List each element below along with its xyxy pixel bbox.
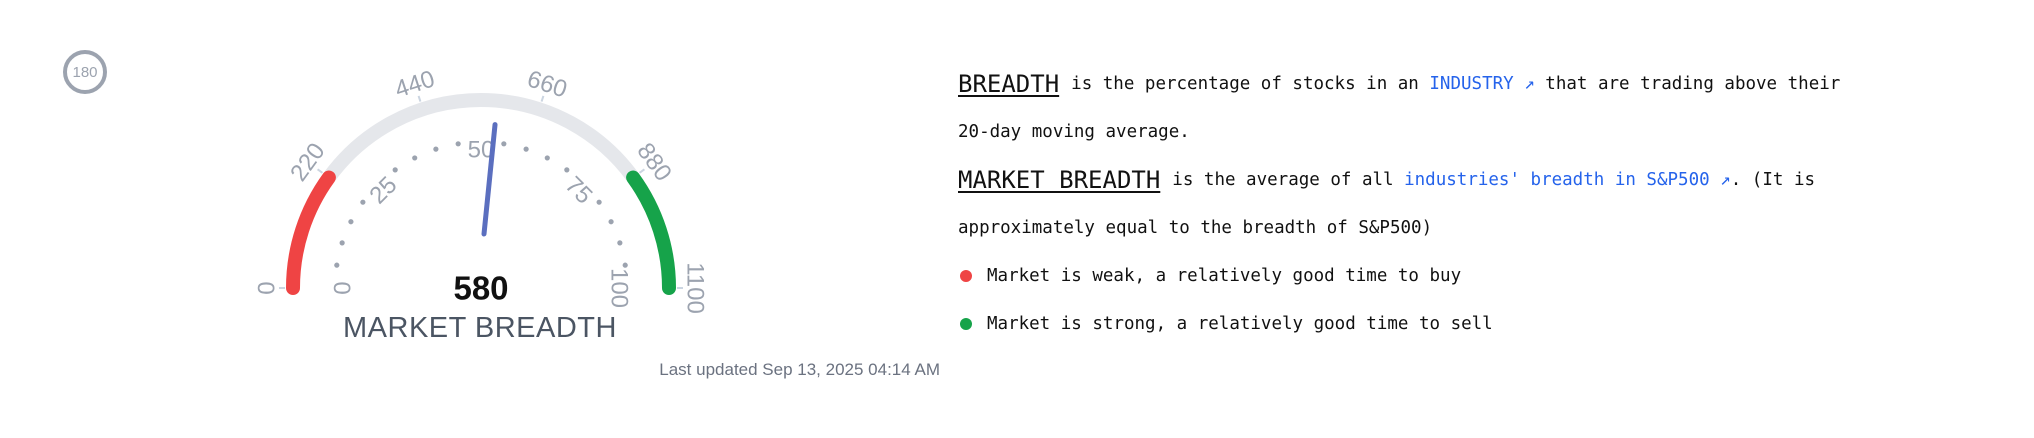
days-badge: 180 [63,50,107,94]
outer-tick-mark-4 [638,168,646,174]
outer-tick-label-3: 660 [524,65,570,103]
market-breadth-term: MARKET BREADTH [958,166,1161,194]
weak-dot-icon [960,270,972,282]
legend-strong: Market is strong, a relatively good time… [958,300,2028,348]
inner-tick-label-4: 100 [606,268,633,308]
inner-dot-85 [608,219,614,225]
market-text-2: . (It is [1730,170,1816,190]
market-breadth-definition-line-1: MARKET BREADTH is the average of all ind… [958,156,2028,204]
gauge-value: 580 [453,270,508,307]
outer-tick-label-2: 440 [392,65,438,103]
inner-tick-label-3: 75 [560,171,598,209]
outer-tick-label-5: 1100 [682,262,709,314]
breadth-text-2: that are trading above their [1545,74,1841,94]
inner-dot-20 [360,199,366,205]
inner-dot-35 [412,155,418,161]
gauge-needle [481,122,498,237]
explanation-panel: BREADTH is the percentage of stocks in a… [958,60,2028,348]
inner-dot-55 [501,141,507,147]
outer-tick-label-0: 0 [254,281,281,294]
legend-strong-text: Market is strong, a relatively good time… [987,314,1493,334]
breadth-term: BREADTH [958,70,1060,98]
inner-dot-95 [622,262,628,268]
gauge-band-1 [321,93,641,185]
inner-dot-40 [433,146,439,152]
inner-dot-15 [348,219,354,225]
market-text-3: approximately equal to the breadth of S&… [958,218,1433,238]
legend-weak-text: Market is weak, a relatively good time t… [987,266,1462,286]
breadth-text-3: 20-day moving average. [958,122,1190,142]
inner-dot-45 [455,141,461,147]
outer-tick-mark-3 [540,95,545,102]
inner-dot-80 [596,199,602,205]
outer-tick-mark-1 [316,168,324,174]
last-updated-label: Last updated Sep 13, 2025 04:14 AM [659,360,940,379]
inner-tick-label-1: 25 [364,171,402,209]
gauge-title: MARKET BREADTH [343,312,617,344]
inner-dot-65 [544,155,550,161]
inner-tick-label-0: 0 [330,281,357,294]
breadth-definition-line-1: BREADTH is the percentage of stocks in a… [958,60,2028,108]
inner-dot-10 [339,240,345,246]
breadth-text-1: is the percentage of stocks in an [1071,74,1419,94]
industry-link[interactable]: INDUSTRY ↗ [1429,74,1535,94]
industries-breadth-link[interactable]: industries' breadth in S&P500 ↗ [1404,170,1731,190]
market-text-1: is the average of all [1172,170,1394,190]
legend-weak: Market is weak, a relatively good time t… [958,252,2028,300]
inner-dot-60 [523,146,529,152]
inner-dot-90 [617,240,623,246]
inner-dot-30 [392,167,398,173]
strong-dot-icon [960,318,972,330]
outer-tick-mark-2 [417,95,422,102]
gauge-band-2 [626,170,676,295]
gauge-band-0 [286,170,336,295]
inner-dot-5 [334,262,340,268]
inner-dot-70 [564,167,570,173]
breadth-definition-line-2: 20-day moving average. [958,108,2028,156]
market-breadth-definition-line-2: approximately equal to the breadth of S&… [958,204,2028,252]
